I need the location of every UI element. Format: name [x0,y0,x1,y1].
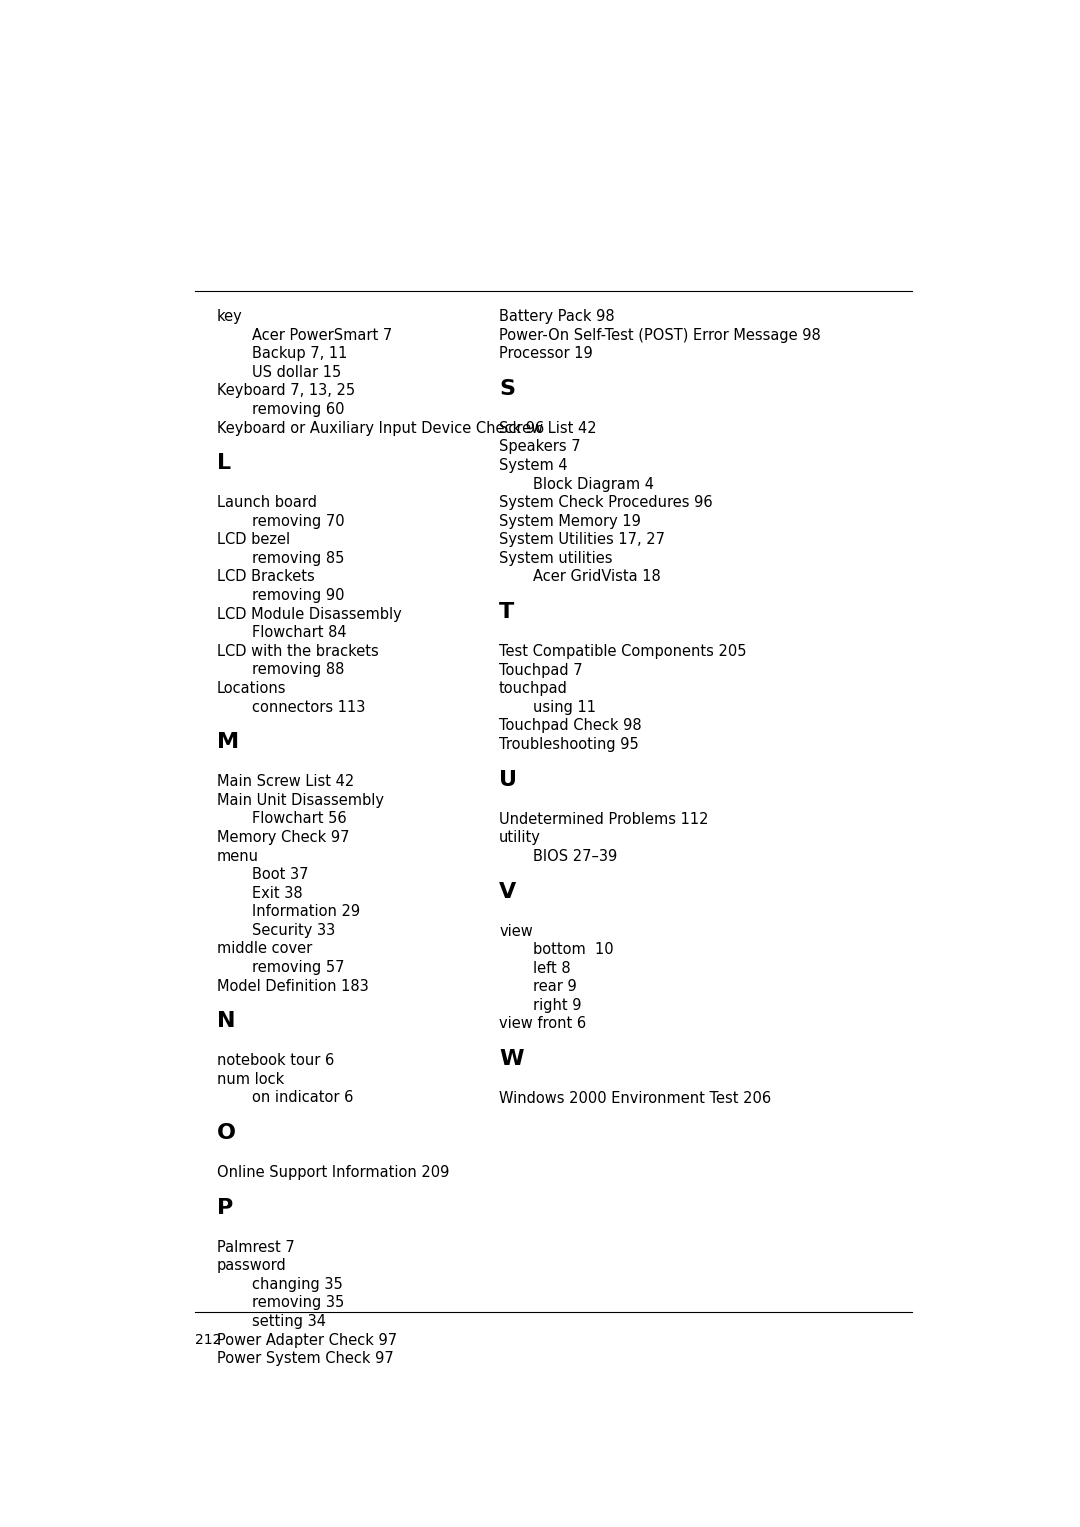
Text: removing 85: removing 85 [253,551,345,567]
Text: LCD bezel: LCD bezel [217,533,291,547]
Text: O: O [217,1122,237,1144]
Text: view: view [499,924,532,939]
Text: left 8: left 8 [532,960,570,976]
Text: System utilities: System utilities [499,551,612,567]
Text: N: N [217,1011,235,1031]
Text: Launch board: Launch board [217,495,318,510]
Text: Backup 7, 11: Backup 7, 11 [253,347,348,362]
Text: Touchpad 7: Touchpad 7 [499,663,583,678]
Text: utility: utility [499,831,541,846]
Text: M: M [217,733,239,753]
Text: Test Compatible Components 205: Test Compatible Components 205 [499,644,746,660]
Text: Windows 2000 Environment Test 206: Windows 2000 Environment Test 206 [499,1092,771,1106]
Text: V: V [499,881,516,901]
Text: System Memory 19: System Memory 19 [499,513,640,528]
Text: Battery Pack 98: Battery Pack 98 [499,308,615,324]
Text: Information 29: Information 29 [253,904,361,919]
Text: Screw List 42: Screw List 42 [499,421,597,435]
Text: Keyboard 7, 13, 25: Keyboard 7, 13, 25 [217,383,355,399]
Text: Flowchart 56: Flowchart 56 [253,811,347,826]
Text: Main Unit Disassembly: Main Unit Disassembly [217,793,384,808]
Text: Model Definition 183: Model Definition 183 [217,979,368,994]
Text: notebook tour 6: notebook tour 6 [217,1054,335,1069]
Text: Processor 19: Processor 19 [499,347,593,362]
Text: U: U [499,770,517,789]
Text: on indicator 6: on indicator 6 [253,1090,353,1106]
Text: Acer PowerSmart 7: Acer PowerSmart 7 [253,328,392,342]
Text: Palmrest 7: Palmrest 7 [217,1240,295,1255]
Text: US dollar 15: US dollar 15 [253,365,341,380]
Text: rear 9: rear 9 [532,979,577,994]
Text: Speakers 7: Speakers 7 [499,440,581,455]
Text: Block Diagram 4: Block Diagram 4 [532,476,653,492]
Text: System Check Procedures 96: System Check Procedures 96 [499,495,713,510]
Text: touchpad: touchpad [499,681,568,696]
Text: using 11: using 11 [532,699,595,715]
Text: Undetermined Problems 112: Undetermined Problems 112 [499,812,708,826]
Text: T: T [499,602,514,621]
Text: password: password [217,1258,287,1274]
Text: changing 35: changing 35 [253,1277,343,1292]
Text: LCD with the brackets: LCD with the brackets [217,644,379,658]
Text: removing 35: removing 35 [253,1295,345,1310]
Text: W: W [499,1049,524,1069]
Text: Acer GridVista 18: Acer GridVista 18 [532,570,660,585]
Text: Exit 38: Exit 38 [253,886,302,901]
Text: System 4: System 4 [499,458,568,473]
Text: removing 60: removing 60 [253,402,345,417]
Text: num lock: num lock [217,1072,284,1087]
Text: Locations: Locations [217,681,286,696]
Text: removing 90: removing 90 [253,588,345,603]
Text: middle cover: middle cover [217,941,312,956]
Text: Troubleshooting 95: Troubleshooting 95 [499,738,639,751]
Text: L: L [217,454,231,473]
Text: Keyboard or Auxiliary Input Device Check 96: Keyboard or Auxiliary Input Device Check… [217,420,544,435]
Text: removing 70: removing 70 [253,513,345,528]
Text: Online Support Information 209: Online Support Information 209 [217,1165,449,1180]
Text: bottom  10: bottom 10 [532,942,613,957]
Text: Security 33: Security 33 [253,922,336,938]
Text: LCD Module Disassembly: LCD Module Disassembly [217,606,402,621]
Text: view front 6: view front 6 [499,1017,586,1031]
Text: BIOS 27–39: BIOS 27–39 [532,849,617,864]
Text: removing 57: removing 57 [253,960,345,974]
Text: S: S [499,379,515,399]
Text: Power Adapter Check 97: Power Adapter Check 97 [217,1333,397,1347]
Text: setting 34: setting 34 [253,1315,326,1328]
Text: P: P [217,1197,233,1217]
Text: Main Screw List 42: Main Screw List 42 [217,774,354,789]
Text: System Utilities 17, 27: System Utilities 17, 27 [499,533,665,547]
Text: LCD Brackets: LCD Brackets [217,570,314,585]
Text: 212: 212 [195,1333,221,1347]
Text: right 9: right 9 [532,997,581,1012]
Text: Boot 37: Boot 37 [253,867,309,883]
Text: connectors 113: connectors 113 [253,699,365,715]
Text: Memory Check 97: Memory Check 97 [217,831,350,844]
Text: Flowchart 84: Flowchart 84 [253,625,347,640]
Text: Touchpad Check 98: Touchpad Check 98 [499,719,642,733]
Text: removing 88: removing 88 [253,663,345,678]
Text: Power-On Self-Test (POST) Error Message 98: Power-On Self-Test (POST) Error Message … [499,328,821,342]
Text: menu: menu [217,849,259,863]
Text: key: key [217,308,243,324]
Text: Power System Check 97: Power System Check 97 [217,1351,394,1367]
